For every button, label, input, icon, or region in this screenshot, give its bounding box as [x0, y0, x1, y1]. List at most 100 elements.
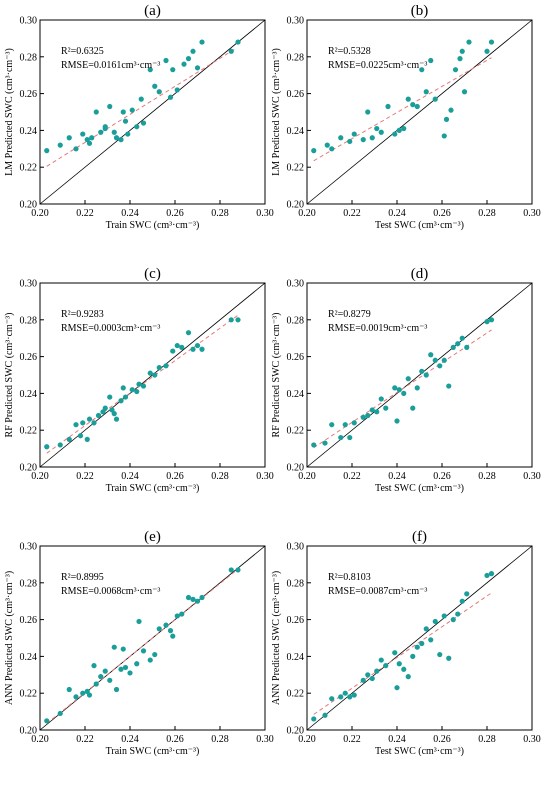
data-point: [347, 694, 353, 700]
data-point: [484, 48, 490, 54]
data-point: [369, 407, 375, 413]
data-point: [322, 712, 328, 718]
data-point: [378, 129, 384, 135]
x-tick-label: 0.20: [31, 471, 49, 482]
data-point: [190, 48, 196, 54]
data-point: [401, 390, 407, 396]
data-point: [428, 57, 434, 64]
y-tick-label: 0.22: [287, 163, 305, 174]
data-point: [419, 640, 425, 647]
x-axis-title: Test SWC (cm³·cm⁻³): [375, 483, 464, 494]
data-point: [235, 39, 241, 45]
data-point: [455, 341, 461, 347]
data-point: [457, 56, 463, 62]
r2-label: R²=0.6325: [61, 46, 104, 57]
x-axis-title: Train SWC (cm³·cm⁻³): [106, 483, 200, 494]
y-tick-label: 0.30: [20, 542, 38, 553]
x-axis-title: Train SWC (cm³·cm⁻³): [106, 220, 200, 231]
data-point: [199, 346, 205, 352]
y-axis-title: ANN Predicted SWC (cm³·cm⁻³): [271, 571, 282, 705]
data-point: [329, 146, 335, 152]
x-tick-label: 0.24: [121, 734, 139, 745]
data-point: [351, 420, 357, 426]
identity-line: [39, 19, 266, 205]
data-point: [98, 129, 104, 135]
y-tick-label: 0.20: [287, 726, 305, 737]
rmse-label: RMSE=0.0019cm³·cm⁻³: [328, 323, 427, 334]
data-point: [396, 661, 402, 667]
data-point: [163, 363, 169, 369]
data-point: [396, 387, 402, 393]
data-point: [57, 142, 63, 148]
data-point: [107, 677, 113, 683]
x-tick-label: 0.28: [211, 471, 229, 482]
data-point: [199, 594, 205, 601]
data-point: [66, 135, 72, 141]
data-point: [484, 572, 490, 579]
x-tick-label: 0.26: [433, 471, 451, 482]
data-point: [122, 394, 129, 400]
data-point: [329, 696, 335, 702]
data-point: [66, 436, 72, 442]
data-point: [147, 370, 153, 376]
data-point: [91, 663, 97, 669]
data-point: [134, 124, 140, 130]
data-point: [441, 613, 447, 619]
data-point: [57, 442, 63, 448]
data-point: [360, 414, 366, 420]
data-point: [118, 137, 124, 143]
data-point: [441, 357, 447, 363]
panel-label: (c): [144, 266, 161, 282]
data-point: [163, 57, 169, 64]
data-point: [102, 668, 108, 674]
data-point: [374, 125, 380, 132]
data-point: [136, 618, 142, 625]
data-point: [102, 125, 108, 132]
data-point: [235, 567, 241, 573]
data-point: [86, 692, 93, 698]
data-point: [163, 622, 169, 628]
x-tick-label: 0.30: [256, 208, 274, 219]
data-point: [93, 681, 99, 687]
data-point: [185, 594, 192, 601]
data-point: [459, 335, 465, 341]
y-tick-label: 0.30: [20, 279, 38, 290]
data-point: [140, 383, 147, 389]
data-point: [174, 342, 180, 349]
data-point: [405, 674, 411, 680]
data-point: [134, 388, 140, 395]
data-point: [488, 571, 495, 577]
data-point: [107, 394, 113, 400]
data-point: [401, 666, 407, 672]
x-tick-label: 0.24: [388, 734, 406, 745]
y-axis-title: RF Predicted SWC (cm³·cm⁻³): [4, 313, 15, 438]
data-point: [111, 411, 117, 417]
chart-panel: (d) 0.20 0.22 0.24 0.26 0.28 0.30 0.20 0.22 0.24 0…: [271, 266, 541, 494]
data-point: [488, 39, 495, 45]
y-axis-title: ANN Predicted SWC (cm³·cm⁻³): [4, 571, 15, 705]
data-point: [122, 664, 129, 671]
identity-line: [306, 545, 533, 731]
y-tick-label: 0.30: [20, 16, 38, 27]
data-point: [392, 650, 398, 656]
chart-panel: (f) 0.20 0.22 0.24 0.26 0.28 0.30 0.20 0.22 0.24 0…: [271, 529, 541, 757]
data-point: [437, 651, 443, 658]
y-tick-label: 0.26: [287, 615, 305, 626]
x-tick-label: 0.26: [166, 471, 184, 482]
y-tick-label: 0.20: [287, 200, 305, 211]
y-tick-label: 0.28: [287, 315, 305, 326]
data-point: [86, 416, 93, 422]
data-point: [107, 103, 113, 110]
data-point: [44, 148, 50, 154]
plot-frame: [39, 545, 266, 731]
data-point: [464, 591, 470, 597]
data-point: [385, 103, 391, 110]
fit-line: [313, 57, 492, 162]
data-point: [432, 618, 438, 625]
x-tick-label: 0.22: [343, 208, 361, 219]
data-point: [91, 420, 97, 426]
data-point: [405, 96, 411, 102]
data-point: [383, 405, 389, 411]
data-point: [365, 412, 371, 419]
x-axis-title: Test SWC (cm³·cm⁻³): [375, 220, 464, 231]
